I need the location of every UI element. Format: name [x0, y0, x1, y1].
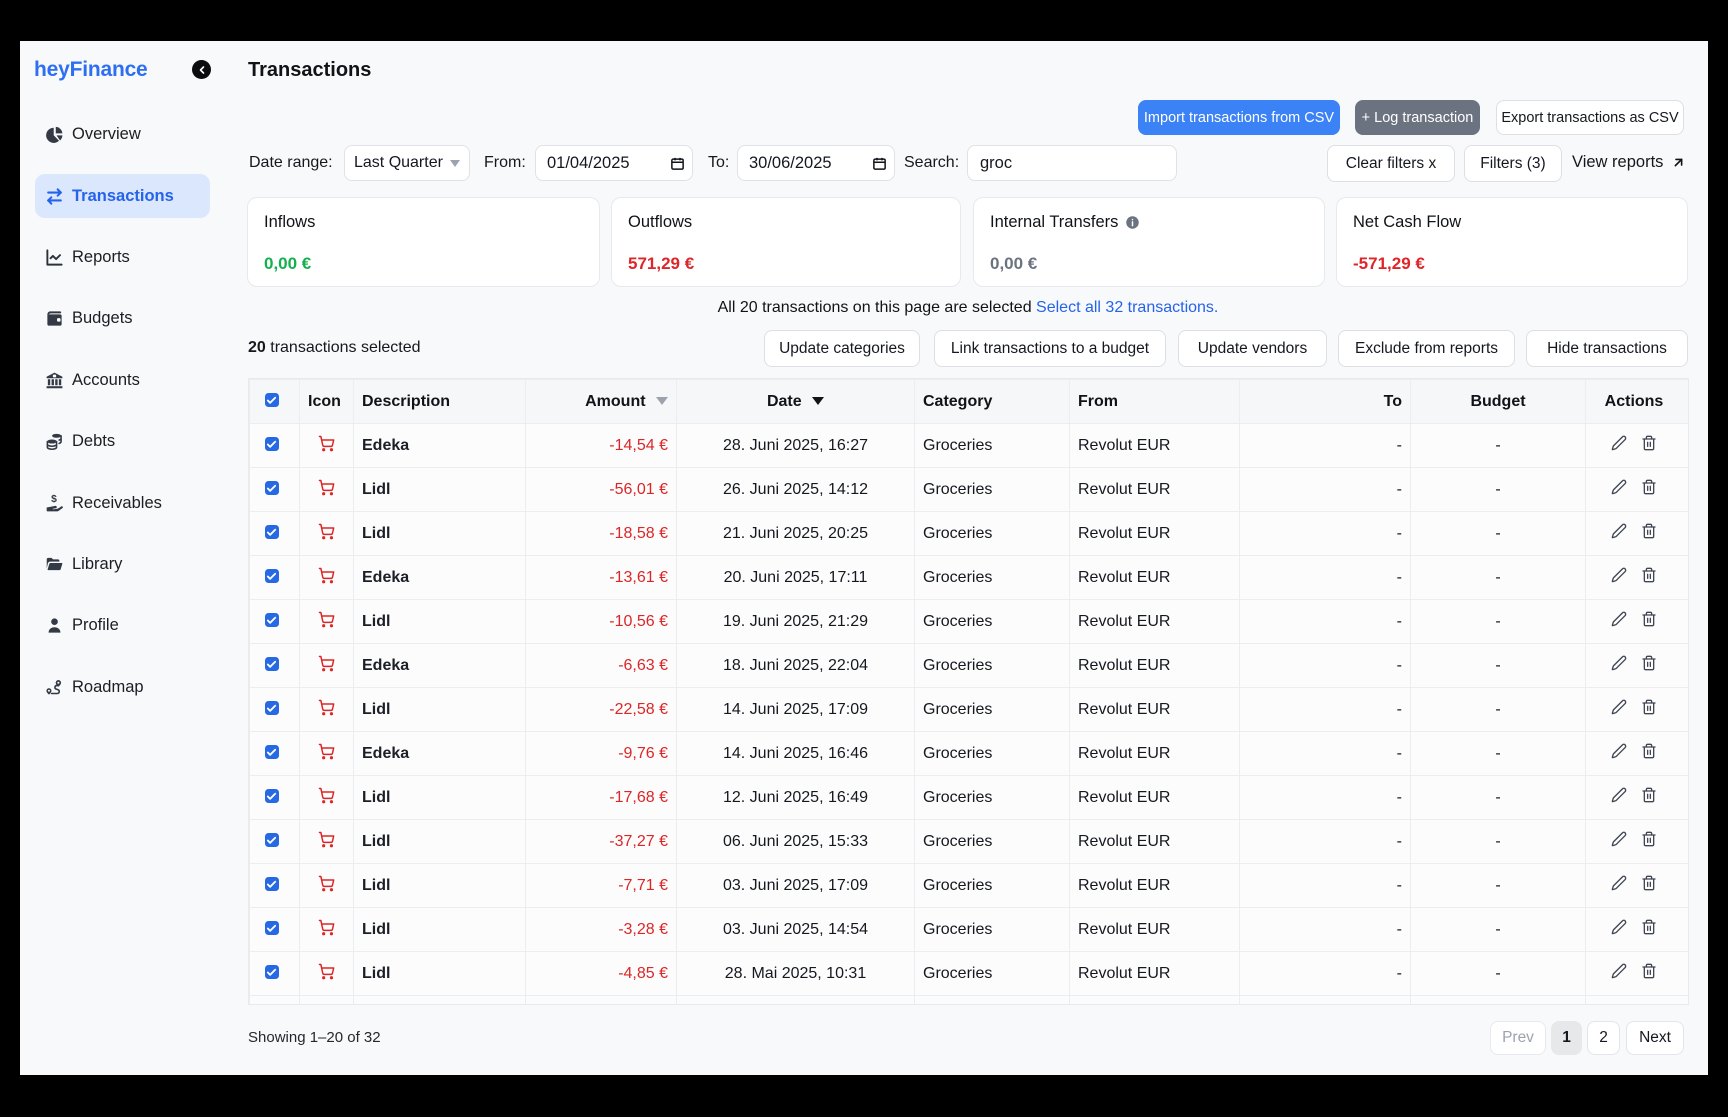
svg-text:$: $ — [51, 494, 57, 505]
